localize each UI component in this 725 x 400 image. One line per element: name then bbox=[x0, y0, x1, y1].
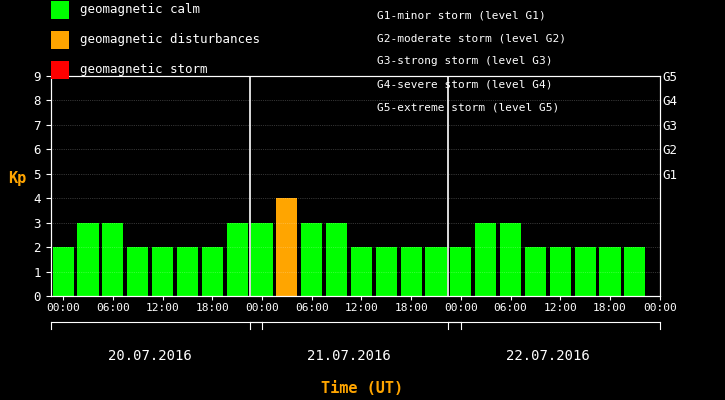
Bar bbox=[152, 247, 173, 296]
Bar bbox=[624, 247, 645, 296]
Text: G3-strong storm (level G3): G3-strong storm (level G3) bbox=[377, 56, 552, 66]
Text: G1-minor storm (level G1): G1-minor storm (level G1) bbox=[377, 10, 546, 20]
Bar bbox=[600, 247, 621, 296]
Text: G2-moderate storm (level G2): G2-moderate storm (level G2) bbox=[377, 33, 566, 43]
Bar bbox=[401, 247, 422, 296]
Bar bbox=[475, 223, 497, 296]
Bar bbox=[301, 223, 323, 296]
Bar bbox=[450, 247, 471, 296]
Bar bbox=[177, 247, 198, 296]
Bar bbox=[102, 223, 123, 296]
Bar bbox=[525, 247, 546, 296]
Text: 20.07.2016: 20.07.2016 bbox=[108, 349, 192, 363]
Bar bbox=[53, 247, 74, 296]
Y-axis label: Kp: Kp bbox=[8, 171, 26, 186]
Bar bbox=[351, 247, 372, 296]
Bar bbox=[376, 247, 397, 296]
Bar bbox=[500, 223, 521, 296]
Bar bbox=[252, 223, 273, 296]
Bar bbox=[426, 247, 447, 296]
Text: Time (UT): Time (UT) bbox=[321, 381, 404, 396]
Bar bbox=[227, 223, 248, 296]
Text: G5-extreme storm (level G5): G5-extreme storm (level G5) bbox=[377, 103, 559, 113]
Bar bbox=[202, 247, 223, 296]
Text: geomagnetic disturbances: geomagnetic disturbances bbox=[80, 34, 260, 46]
Text: geomagnetic storm: geomagnetic storm bbox=[80, 64, 207, 76]
Bar bbox=[276, 198, 297, 296]
Text: geomagnetic calm: geomagnetic calm bbox=[80, 4, 200, 16]
Bar bbox=[127, 247, 149, 296]
Bar bbox=[575, 247, 596, 296]
Text: 21.07.2016: 21.07.2016 bbox=[307, 349, 391, 363]
Text: 22.07.2016: 22.07.2016 bbox=[506, 349, 589, 363]
Text: G4-severe storm (level G4): G4-severe storm (level G4) bbox=[377, 80, 552, 90]
Bar bbox=[326, 223, 347, 296]
Bar bbox=[78, 223, 99, 296]
Bar bbox=[550, 247, 571, 296]
